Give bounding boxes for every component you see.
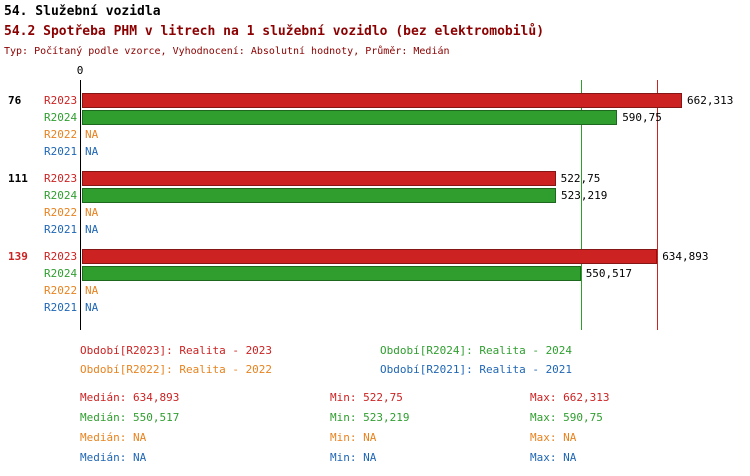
na-value-label: NA	[85, 223, 99, 236]
section-title: 54. Služební vozidla	[4, 4, 161, 19]
series-label-r2022: R2022	[44, 284, 78, 297]
stat-max: Max: NA	[530, 431, 577, 444]
chart-title: 54.2 Spotřeba PHM v litrech na 1 služebn…	[4, 24, 545, 39]
stat-max: Max: 590,75	[530, 411, 603, 424]
bar-value-label: 522,75	[560, 172, 601, 185]
legend-item-r2023: Období[R2023]: Realita - 2023	[80, 344, 273, 357]
stat-median: Medián: 634,893	[80, 391, 180, 404]
stat-max: Max: NA	[530, 451, 577, 464]
stat-min: Min: 522,75	[330, 391, 403, 404]
bar-r2024	[82, 188, 556, 203]
series-label-r2024: R2024	[44, 189, 78, 202]
stat-min: Min: NA	[330, 451, 377, 464]
stat-median: Medián: 550,517	[80, 411, 180, 424]
na-value-label: NA	[85, 284, 99, 297]
na-value-label: NA	[85, 128, 99, 141]
bar-r2024	[82, 266, 581, 281]
bar-value-label: 662,313	[687, 94, 734, 107]
chart-subtitle: Typ: Počítaný podle vzorce, Vyhodnocení:…	[4, 46, 450, 57]
legend-row: Období[R2022]: Realita - 2022 Období[R202…	[0, 360, 750, 379]
chart-legend: Období[R2023]: Realita - 2023 Období[R202…	[0, 341, 750, 379]
group-label: 76	[8, 94, 22, 107]
stats-row-r2022: Medián: NA Min: NA Max: NA	[0, 428, 750, 448]
series-label-r2022: R2022	[44, 128, 78, 141]
stats-row-r2024: Medián: 550,517 Min: 523,219 Max: 590,75	[0, 408, 750, 428]
bar-value-label: 634,893	[662, 250, 709, 263]
series-label-r2023: R2023	[44, 94, 78, 107]
series-label-r2021: R2021	[44, 301, 78, 314]
group-label: 139	[8, 250, 28, 263]
series-label-r2021: R2021	[44, 145, 78, 158]
legend-row: Období[R2023]: Realita - 2023 Období[R202…	[0, 341, 750, 360]
stat-min: Min: 523,219	[330, 411, 410, 424]
series-label-r2023: R2023	[44, 250, 78, 263]
y-axis-line	[80, 80, 81, 330]
series-label-r2023: R2023	[44, 172, 78, 185]
bar-value-label: 550,517	[585, 267, 633, 280]
legend-item-r2024: Období[R2024]: Realita - 2024	[380, 344, 573, 357]
series-label-r2021: R2021	[44, 223, 78, 236]
stat-max: Max: 662,313	[530, 391, 610, 404]
bar-r2023	[82, 249, 658, 264]
horizontal-bar-chart: 0 76 R2023 662,313 R2024 590,75 R2022 NA R2021 NA…	[0, 62, 750, 338]
axis-origin-label: 0	[76, 64, 84, 77]
group-label: 111	[8, 172, 28, 185]
stats-row-r2021: Medián: NA Min: NA Max: NA	[0, 448, 750, 468]
na-value-label: NA	[85, 145, 99, 158]
legend-item-r2021: Období[R2021]: Realita - 2021	[380, 363, 573, 376]
series-label-r2024: R2024	[44, 267, 78, 280]
bar-r2024	[82, 110, 618, 125]
median-line-r2023	[657, 80, 659, 330]
stat-median: Medián: NA	[80, 451, 147, 464]
legend-item-r2022: Období[R2022]: Realita - 2022	[80, 363, 273, 376]
series-label-r2022: R2022	[44, 206, 78, 219]
bar-r2023	[82, 93, 682, 108]
stat-min: Min: NA	[330, 431, 377, 444]
stat-median: Medián: NA	[80, 431, 147, 444]
chart-stats: Medián: 634,893 Min: 522,75 Max: 662,313 Me…	[0, 388, 750, 468]
na-value-label: NA	[85, 301, 99, 314]
median-line-r2024	[580, 80, 582, 330]
bar-r2023	[82, 171, 556, 186]
na-value-label: NA	[85, 206, 99, 219]
series-label-r2024: R2024	[44, 111, 78, 124]
bar-value-label: 523,219	[561, 189, 608, 202]
bar-value-label: 590,75	[622, 111, 662, 124]
stats-row-r2023: Medián: 634,893 Min: 522,75 Max: 662,313	[0, 388, 750, 408]
